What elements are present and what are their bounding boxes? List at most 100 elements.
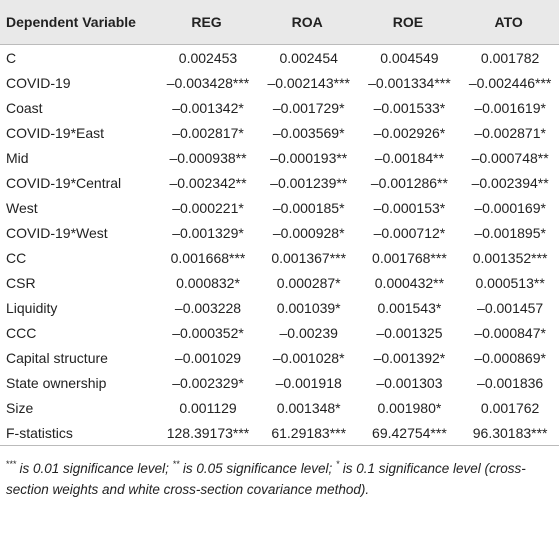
table-row: West –0.000221* –0.000185* –0.000153* –0.000… — [0, 195, 559, 220]
table-row: Capital structure –0.001029 –0.001028* –0.0… — [0, 345, 559, 370]
row-label: COVID-19*West — [6, 224, 108, 241]
cell: –0.000712* — [373, 224, 446, 241]
table-row: COVID-19*East –0.002817* –0.003569* –0.0029… — [0, 120, 559, 145]
cell: 0.001768*** — [372, 249, 447, 266]
cell: –0.000185* — [272, 199, 345, 216]
row-label: CSR — [6, 274, 36, 291]
column-header: Dependent Variable — [0, 0, 157, 45]
cell: –0.00184** — [374, 149, 445, 166]
cell: –0.000352* — [172, 324, 244, 341]
cell: 0.001352*** — [472, 249, 548, 266]
table-row: COVID-19 –0.003428*** –0.002143*** –0.00133… — [0, 70, 559, 95]
header-row: Dependent Variable REG ROA ROE ATO — [0, 0, 559, 45]
cell: 0.001039* — [276, 299, 341, 316]
table-row: CC 0.001668*** 0.001367*** 0.001768*** 0.001… — [0, 245, 559, 270]
row-label: COVID-19*East — [6, 124, 105, 141]
cell: 0.001543* — [377, 299, 442, 316]
table-row: Mid –0.000938** –0.000193** –0.00184** –0.00… — [0, 145, 559, 170]
results-table: Dependent Variable REG ROA ROE ATO C 0.002453 0… — [0, 0, 559, 446]
row-label: C — [6, 49, 17, 66]
row-label: Mid — [6, 149, 29, 166]
table-row: C 0.002453 0.002454 0.004549 0.001782 — [0, 45, 559, 71]
row-label: West — [6, 199, 38, 216]
row-label: COVID-19 — [6, 74, 71, 91]
row-label: Coast — [6, 99, 43, 116]
cell: 0.002453 — [178, 49, 238, 66]
cell: –0.000869* — [474, 349, 546, 366]
cell: 128.39173*** — [156, 420, 257, 446]
cell: 0.001129 — [179, 399, 237, 416]
row-label: State ownership — [6, 374, 107, 391]
cell: –0.001895* — [474, 224, 546, 241]
table-row: COVID-19*West –0.001329* –0.000928* –0.0007… — [0, 220, 559, 245]
cell: 0.001762 — [480, 399, 540, 416]
table-row: Size 0.001129 0.001348* 0.001980* 0.001762 — [0, 395, 559, 420]
table-row: COVID-19*Central –0.002342** –0.001239** –0… — [0, 170, 559, 195]
cell: –0.003228 — [174, 299, 242, 316]
footnote-text: is 0.05 significance level; — [182, 460, 333, 476]
column-header: ROE — [357, 0, 459, 45]
cell: 61.29183*** — [256, 420, 358, 446]
cell: –0.000928* — [272, 224, 345, 241]
footnote: *** is 0.01 significance level; ** is 0.05 … — [0, 446, 559, 500]
cell: –0.000153* — [373, 199, 446, 216]
cell: –0.002926* — [373, 124, 446, 141]
cell: –0.001334*** — [368, 74, 451, 91]
cell: –0.002817* — [172, 124, 244, 141]
cell: –0.001239** — [270, 174, 348, 191]
cell: 0.001668*** — [170, 249, 246, 266]
cell: 96.30183*** — [458, 420, 559, 446]
cell: 0.000832* — [176, 274, 240, 291]
cell: 69.42754*** — [357, 420, 459, 446]
column-header: ROA — [256, 0, 358, 45]
cell: –0.001533* — [373, 99, 446, 116]
cell: –0.000193** — [270, 149, 348, 166]
row-label: COVID-19*Central — [6, 174, 122, 191]
cell: 0.001367*** — [271, 249, 347, 266]
table-row: State ownership –0.002329* –0.001918 –0.001… — [0, 370, 559, 395]
cell: –0.001342* — [172, 99, 244, 116]
cell: –0.001729* — [272, 99, 345, 116]
cell: –0.002394** — [471, 174, 549, 191]
table-body: C 0.002453 0.002454 0.004549 0.001782 COVID-1… — [0, 45, 559, 446]
table-row: CCC –0.000352* –0.00239 –0.001325 –0.000847* — [0, 320, 559, 345]
cell: –0.001329* — [172, 224, 244, 241]
cell: –0.003569* — [272, 124, 345, 141]
cell: 0.000432** — [374, 274, 445, 291]
footnote-marker: *** — [6, 459, 17, 469]
cell: –0.001325 — [376, 324, 443, 341]
cell: –0.003428*** — [166, 74, 250, 91]
cell: –0.001836 — [477, 374, 544, 391]
row-label: CCC — [6, 324, 37, 341]
cell: –0.00239 — [279, 324, 338, 341]
cell: 0.002454 — [279, 49, 338, 66]
cell: 0.001980* — [377, 399, 442, 416]
footnote-marker: * — [336, 459, 340, 469]
cell: –0.002143*** — [267, 74, 350, 91]
cell: 0.000513** — [475, 274, 545, 291]
cell: –0.000221* — [172, 199, 244, 216]
cell: –0.001286** — [370, 174, 448, 191]
footnote-text: is 0.01 significance level; — [19, 460, 169, 476]
footnote-marker: ** — [172, 459, 180, 469]
table-row: F-statistics 128.39173*** 61.29183*** 69.42… — [0, 420, 559, 446]
cell: 0.000287* — [276, 274, 341, 291]
cell: –0.000938** — [169, 149, 247, 166]
row-label: Liquidity — [6, 299, 58, 316]
cell: 0.004549 — [380, 49, 439, 66]
cell: –0.000847* — [474, 324, 546, 341]
table-header: Dependent Variable REG ROA ROE ATO — [0, 0, 559, 45]
cell: –0.002342** — [169, 174, 247, 191]
column-header: ATO — [458, 0, 559, 45]
cell: –0.001619* — [474, 99, 546, 116]
cell: –0.000169* — [474, 199, 546, 216]
cell: –0.001918 — [275, 374, 342, 391]
cell: –0.000748** — [471, 149, 549, 166]
cell: –0.001029 — [174, 349, 242, 366]
table-row: Liquidity –0.003228 0.001039* 0.001543* –0.0… — [0, 295, 559, 320]
cell: –0.002446*** — [468, 74, 552, 91]
cell: –0.001392* — [373, 349, 446, 366]
cell: 0.001782 — [480, 49, 540, 66]
row-label: CC — [6, 249, 27, 266]
